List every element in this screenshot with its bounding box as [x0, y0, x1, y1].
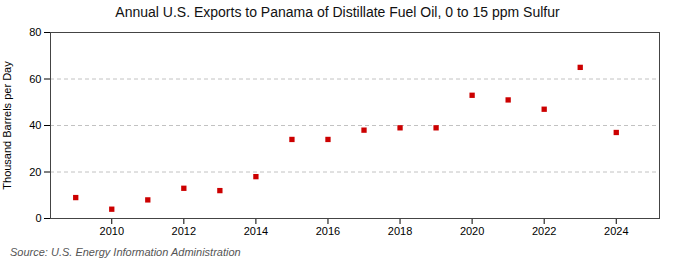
svg-text:2010: 2010: [100, 225, 124, 237]
svg-text:0: 0: [35, 212, 41, 224]
svg-text:20: 20: [29, 166, 41, 178]
svg-text:Thousand Barrels per Day: Thousand Barrels per Day: [1, 61, 13, 190]
svg-text:2014: 2014: [244, 225, 268, 237]
svg-text:2022: 2022: [532, 225, 556, 237]
html-text:Annual U.S. Exports to Panama: Annual U.S. Exports to Panama of Distill…: [115, 4, 560, 20]
svg-text:2020: 2020: [460, 225, 484, 237]
svg-text:40: 40: [29, 119, 41, 131]
svg-text:60: 60: [29, 73, 41, 85]
svg-text:2012: 2012: [172, 225, 196, 237]
html-text:Source: U.S. Energy Informatio: Source: U.S. Energy Information Administ…: [10, 246, 241, 258]
svg-text:2018: 2018: [388, 225, 412, 237]
svg-text:2016: 2016: [316, 225, 340, 237]
svg-text:80: 80: [29, 26, 41, 38]
svg-text:2024: 2024: [604, 225, 628, 237]
